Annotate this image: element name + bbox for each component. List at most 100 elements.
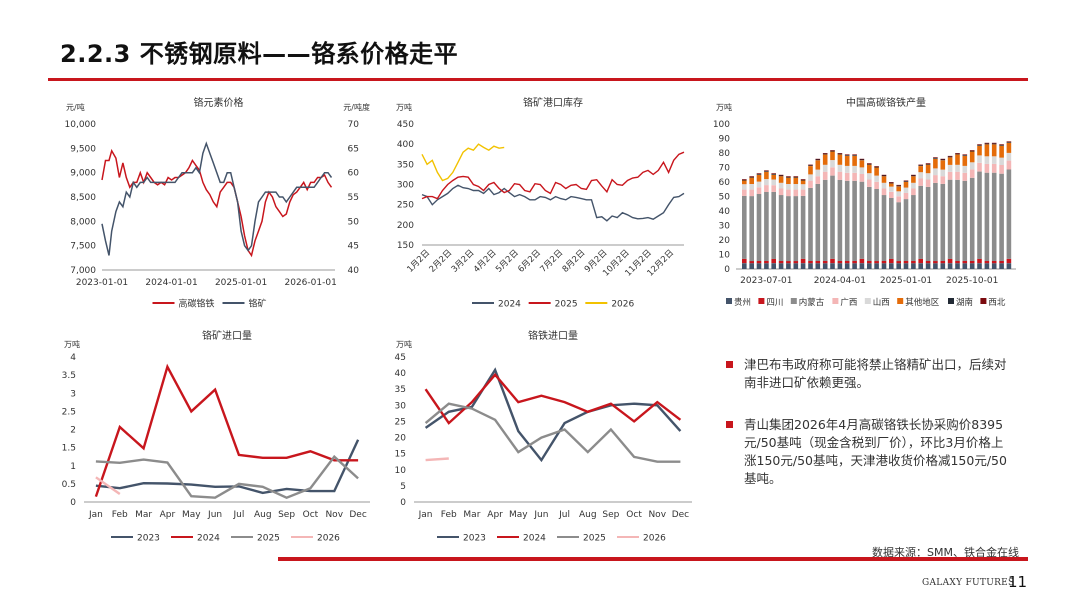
bar-segment	[962, 165, 968, 173]
bar-segment	[962, 180, 968, 261]
bar-segment	[969, 162, 975, 170]
bar-segment	[1006, 142, 1012, 153]
x-tick-label: Jan	[418, 510, 433, 520]
bar-segment	[925, 173, 931, 180]
x-tick-label: Mar	[135, 510, 152, 520]
bar-segment	[771, 191, 776, 259]
bar-segment	[918, 166, 923, 173]
y-tick: 40	[719, 207, 731, 217]
bar-segment	[999, 144, 1004, 145]
bar-segment	[911, 263, 916, 269]
y-tick-right: 55	[348, 193, 359, 203]
bar-segment	[933, 175, 938, 183]
bar-segment	[830, 263, 835, 269]
bar-segment	[874, 166, 879, 167]
bar-segment	[999, 145, 1004, 158]
bar-segment	[933, 158, 938, 169]
legend-label: 西北	[988, 298, 1006, 308]
bar-segment	[903, 263, 909, 269]
bar-segment	[969, 261, 975, 264]
legend-swatch	[790, 298, 797, 304]
bar-segment	[764, 185, 769, 192]
y-tick: 1	[70, 462, 76, 472]
bar-segment	[867, 163, 872, 164]
y-tick-left: 8,000	[70, 217, 96, 227]
bar-segment	[815, 183, 821, 261]
bar-segment	[742, 184, 747, 190]
bar-segment	[764, 261, 769, 264]
bar-segment	[955, 153, 960, 155]
x-tick-label: Feb	[441, 510, 457, 520]
bar-segment	[955, 179, 960, 261]
bar-segment	[822, 164, 828, 172]
x-tick-label: Oct	[303, 510, 319, 520]
bar-segment	[793, 176, 799, 178]
series-line-2025	[424, 402, 681, 463]
bar-segment	[749, 184, 754, 190]
bar-segment	[940, 261, 946, 264]
y-tick: 50	[719, 193, 731, 203]
legend-label: 2024	[498, 300, 521, 310]
bar-segment	[984, 263, 990, 269]
bar-segment	[756, 194, 762, 261]
bar-segment	[837, 153, 843, 154]
bar-segment	[918, 185, 923, 259]
bar-segment	[977, 162, 982, 172]
bar-segment	[778, 188, 784, 196]
bar-segment	[925, 186, 931, 261]
bar-segment	[830, 175, 835, 259]
bar-segment	[874, 261, 879, 264]
y-tick: 10	[719, 251, 731, 261]
y-tick-right: 45	[348, 242, 359, 252]
chart-title: 中国高碳铬铁产量	[846, 96, 926, 109]
axis-unit: 万吨	[396, 339, 412, 349]
bar-segment	[742, 179, 747, 180]
bar-segment	[896, 261, 901, 264]
bar-segment	[793, 261, 799, 264]
series-line-2023	[95, 439, 360, 495]
bar-segment	[881, 188, 887, 196]
bar-segment	[874, 167, 879, 176]
y-tick: 70	[719, 164, 731, 174]
bar-segment	[918, 164, 923, 166]
legend-label: 2024	[523, 534, 546, 544]
bar-segment	[911, 188, 916, 196]
bar-segment	[756, 173, 762, 174]
bar-segment	[1006, 142, 1012, 143]
bar-segment	[991, 163, 997, 173]
bar-segment	[925, 261, 931, 264]
bar-segment	[778, 176, 784, 183]
y-tick: 15	[395, 450, 406, 460]
bar-segment	[837, 154, 843, 165]
bar-segment	[889, 263, 894, 269]
x-tick-label: 2024-01-01	[145, 278, 197, 288]
bar-segment	[837, 171, 843, 180]
x-tick-label: 2025-01-01	[215, 278, 267, 288]
legend-label: 2023	[137, 534, 160, 544]
bar-segment	[742, 195, 747, 259]
bar-segment	[808, 164, 813, 166]
bar-segment	[947, 165, 953, 172]
chart-fe-imports: 铬铁进口量 万吨 0 5 10 15 20 25 30 35 40 45 Jan Feb Mar Apr May…	[392, 325, 702, 554]
legend-label: 其他地区	[905, 297, 940, 308]
bar-segment	[911, 175, 916, 177]
x-tick-label: Jul	[232, 510, 244, 520]
bar-segment	[800, 184, 806, 190]
bar-segment	[852, 154, 857, 156]
x-tick-label: May	[182, 510, 201, 520]
bar-segment	[837, 261, 843, 264]
bar-segment	[837, 263, 843, 269]
bar-segment	[977, 258, 982, 264]
bar-segment	[984, 261, 990, 264]
legend-label: 2025	[257, 534, 280, 544]
bar-segment	[815, 160, 821, 170]
bar-segment	[889, 182, 894, 184]
y-tick-left: 7,000	[70, 266, 96, 276]
bullet-marker-icon	[726, 361, 733, 368]
bar-segment	[911, 195, 916, 261]
bar-segment	[859, 160, 865, 168]
bar-segment	[881, 175, 887, 177]
series-line-2026	[95, 476, 121, 495]
bar-segment	[999, 173, 1004, 261]
y-tick: 200	[397, 221, 414, 231]
